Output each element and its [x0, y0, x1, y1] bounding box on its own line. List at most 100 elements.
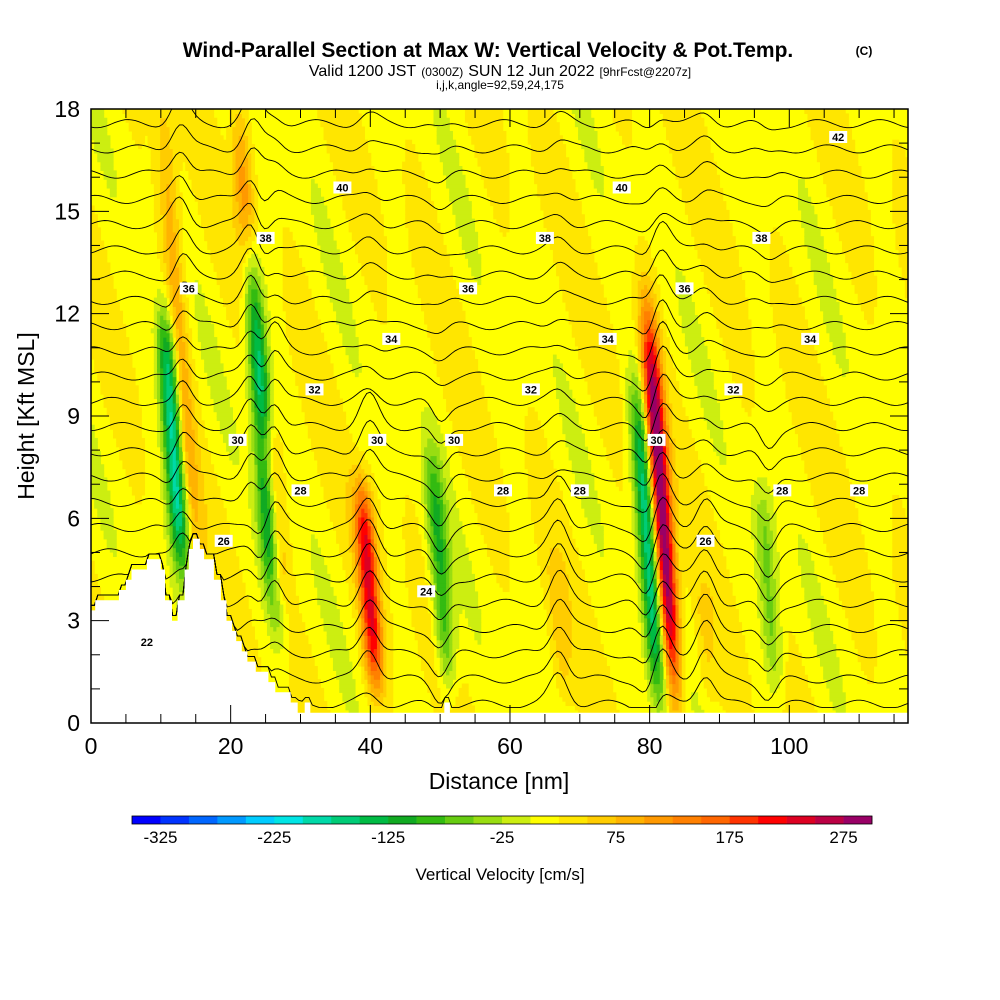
field-cell — [439, 446, 447, 452]
field-cell — [420, 442, 428, 448]
field-cell — [270, 416, 274, 421]
field-cell — [405, 560, 425, 566]
field-cell — [672, 595, 677, 601]
field-cell — [248, 297, 252, 303]
field-cell — [546, 236, 592, 242]
field-cell — [650, 648, 655, 654]
field-cell — [288, 648, 312, 654]
field-cell — [669, 538, 673, 544]
field-cell — [713, 630, 743, 636]
field-cell — [653, 429, 661, 435]
field-cell — [860, 665, 875, 671]
field-cell — [238, 240, 246, 246]
field-cell — [854, 284, 878, 290]
field-cell — [169, 332, 174, 338]
field-cell — [706, 284, 746, 290]
field-cell — [427, 547, 431, 553]
field-cell — [367, 525, 372, 531]
field-cell — [160, 385, 164, 391]
field-cell — [725, 354, 755, 360]
field-cell — [364, 635, 369, 641]
field-cell — [895, 240, 908, 246]
field-cell — [119, 455, 146, 461]
field-cell — [823, 674, 843, 680]
field-cell — [266, 494, 271, 500]
field-cell — [156, 398, 161, 404]
field-cell — [524, 416, 538, 421]
field-cell — [244, 323, 249, 329]
field-cell — [442, 503, 447, 509]
field-cell — [678, 516, 714, 522]
field-cell — [647, 420, 651, 426]
field-cell — [175, 538, 180, 544]
field-cell — [91, 433, 95, 439]
field-cell — [339, 687, 356, 693]
field-cell — [166, 446, 171, 452]
field-cell — [628, 429, 633, 435]
field-cell — [637, 521, 642, 527]
field-cell — [380, 617, 384, 623]
field-cell — [91, 280, 114, 286]
field-cell — [625, 394, 629, 400]
field-cell — [735, 385, 755, 391]
field-cell — [766, 582, 771, 588]
field-cell — [163, 337, 168, 343]
field-cell — [653, 512, 658, 518]
field-cell — [631, 455, 636, 461]
field-cell — [584, 372, 620, 378]
field-cell — [178, 328, 183, 334]
field-cell — [163, 240, 168, 246]
field-cell — [229, 455, 240, 461]
field-cell — [694, 372, 714, 378]
field-cell — [266, 459, 271, 465]
field-cell — [405, 578, 425, 584]
field-cell — [424, 481, 428, 487]
field-cell — [650, 477, 655, 483]
field-cell — [446, 543, 453, 549]
field-cell — [424, 525, 428, 531]
field-cell — [254, 494, 259, 500]
field-cell — [109, 424, 142, 430]
field-cell — [411, 613, 431, 619]
field-cell — [901, 635, 908, 641]
field-cell — [380, 622, 384, 628]
field-cell — [637, 569, 642, 575]
field-cell — [282, 595, 299, 601]
field-cell — [194, 451, 202, 457]
field-cell — [182, 301, 186, 307]
field-cell — [788, 639, 796, 645]
field-cell — [769, 587, 777, 593]
field-cell — [835, 223, 871, 229]
field-cell — [178, 376, 183, 382]
field-cell — [672, 433, 692, 439]
field-cell — [838, 363, 849, 369]
field-cell — [185, 429, 196, 435]
field-cell — [766, 530, 774, 536]
field-cell — [647, 455, 651, 461]
field-cell — [370, 587, 375, 593]
field-cell — [826, 543, 865, 549]
field-cell — [763, 530, 768, 536]
field-cell — [175, 358, 180, 364]
field-cell — [166, 394, 174, 400]
field-cell — [446, 591, 450, 597]
field-cell — [634, 521, 639, 527]
field-cell — [166, 451, 171, 457]
field-cell — [380, 565, 387, 571]
field-cell — [628, 473, 633, 478]
field-cell — [637, 323, 642, 329]
field-cell — [420, 420, 438, 426]
field-cell — [304, 420, 347, 426]
field-cell — [244, 271, 249, 277]
field-cell — [367, 635, 372, 641]
field-cell — [656, 394, 661, 400]
field-cell — [370, 705, 394, 711]
field-cell — [150, 328, 158, 334]
field-cell — [282, 236, 293, 242]
field-cell — [565, 560, 582, 566]
field-cell — [380, 657, 384, 663]
field-cell — [182, 420, 186, 426]
field-cell — [254, 547, 259, 553]
field-cell — [574, 341, 617, 347]
field-cell — [244, 328, 249, 334]
